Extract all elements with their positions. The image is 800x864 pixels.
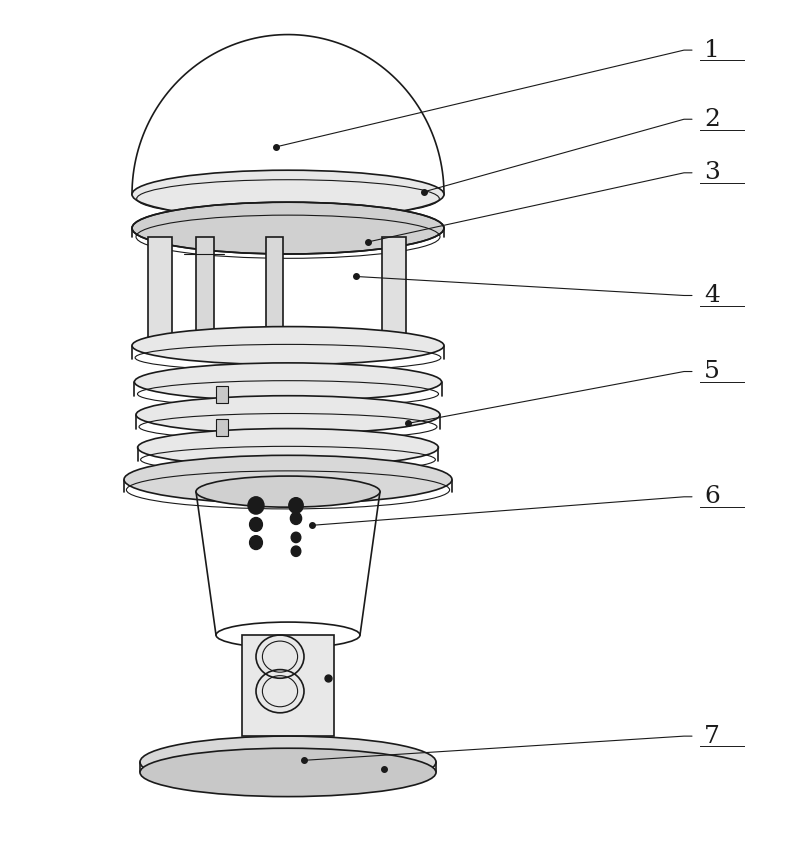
Bar	[266, 237, 283, 337]
Text: 1: 1	[704, 39, 720, 61]
Text: 7: 7	[704, 725, 720, 747]
Text: 4: 4	[704, 284, 720, 307]
Circle shape	[291, 532, 301, 543]
Text: 2: 2	[704, 108, 720, 130]
Bar	[148, 237, 172, 337]
Circle shape	[250, 518, 262, 531]
Ellipse shape	[132, 327, 444, 365]
Text: 5: 5	[704, 360, 720, 383]
Ellipse shape	[136, 396, 440, 434]
Bar	[216, 386, 228, 403]
Ellipse shape	[132, 170, 444, 219]
Ellipse shape	[140, 736, 436, 788]
Circle shape	[291, 546, 301, 556]
Bar	[216, 419, 228, 436]
Ellipse shape	[132, 202, 444, 254]
Ellipse shape	[124, 455, 452, 504]
Ellipse shape	[134, 363, 442, 401]
Bar	[242, 635, 334, 736]
Bar	[196, 237, 214, 337]
Ellipse shape	[140, 748, 436, 797]
Ellipse shape	[196, 476, 380, 507]
Ellipse shape	[138, 429, 438, 467]
Text: 3: 3	[704, 162, 720, 184]
Circle shape	[250, 536, 262, 550]
Bar	[382, 237, 406, 337]
Text: 6: 6	[704, 486, 720, 508]
Circle shape	[248, 497, 264, 514]
Circle shape	[290, 512, 302, 524]
Circle shape	[289, 498, 303, 513]
